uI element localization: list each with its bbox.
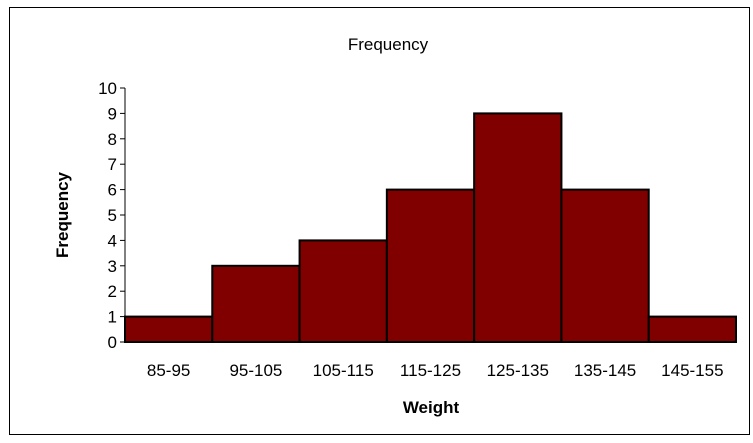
bars-layer xyxy=(124,112,738,344)
x-tick-label: 135-145 xyxy=(574,361,636,380)
y-tick-label: 3 xyxy=(108,257,117,276)
bar-125-135 xyxy=(473,112,563,344)
x-tick-label: 85-95 xyxy=(147,361,190,380)
x-tick-label: 105-115 xyxy=(313,361,374,380)
y-tick-label: 10 xyxy=(98,79,117,98)
y-tick-label: 4 xyxy=(108,231,117,250)
y-tick-label: 1 xyxy=(108,308,117,327)
chart-title: Frequency xyxy=(348,35,429,54)
y-tick-label: 9 xyxy=(108,104,117,123)
bar-105-115 xyxy=(298,239,388,343)
y-tick-label: 5 xyxy=(108,206,117,225)
bar-115-125 xyxy=(385,188,476,343)
x-tick-label: 95-105 xyxy=(229,361,282,380)
x-axis-label: Weight xyxy=(403,398,460,417)
y-tick-label: 7 xyxy=(108,155,117,174)
y-tick-label: 8 xyxy=(108,130,117,149)
x-tick-label: 145-155 xyxy=(661,361,723,380)
x-tick-label: 115-125 xyxy=(400,361,461,380)
bar-135-145 xyxy=(560,188,650,343)
x-tick-label: 125-135 xyxy=(487,361,549,380)
x-ticks-layer: 85-95 95-105 105-115 115-125 125-135 135-145 1… xyxy=(147,361,724,380)
bar-95-105 xyxy=(211,264,301,343)
bar-85-95 xyxy=(124,315,214,344)
bar-145-155 xyxy=(647,315,738,344)
y-tick-label: 0 xyxy=(108,333,117,352)
y-ticks-layer: 0 1 2 3 4 5 6 7 8 9 10 xyxy=(98,79,125,352)
y-axis-label: Frequency xyxy=(53,171,72,258)
y-tick-label: 6 xyxy=(108,181,117,200)
y-tick-label: 2 xyxy=(108,282,117,301)
